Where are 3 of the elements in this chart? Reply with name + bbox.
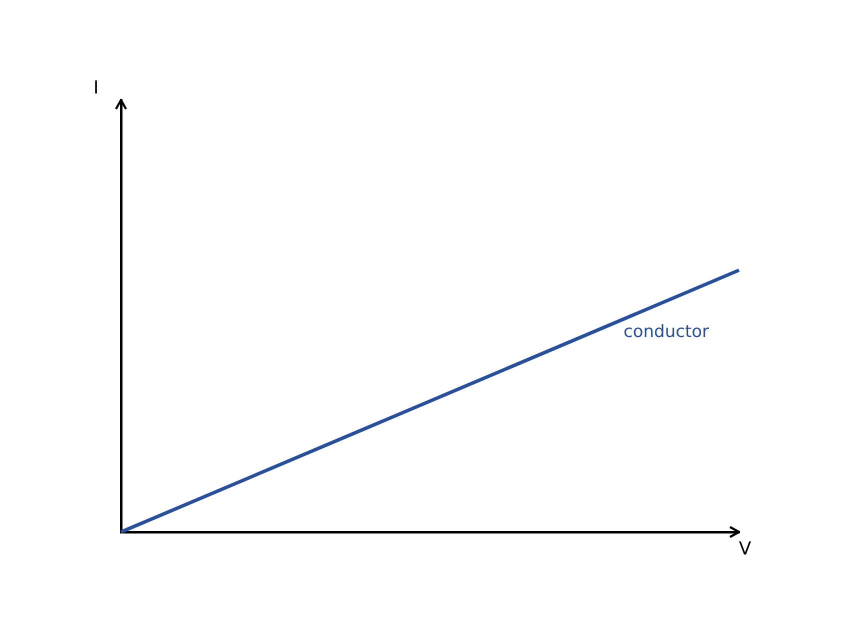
text: I <box>93 78 99 99</box>
series-label: conductor <box>624 322 710 342</box>
x-axis-title: V <box>738 538 752 560</box>
